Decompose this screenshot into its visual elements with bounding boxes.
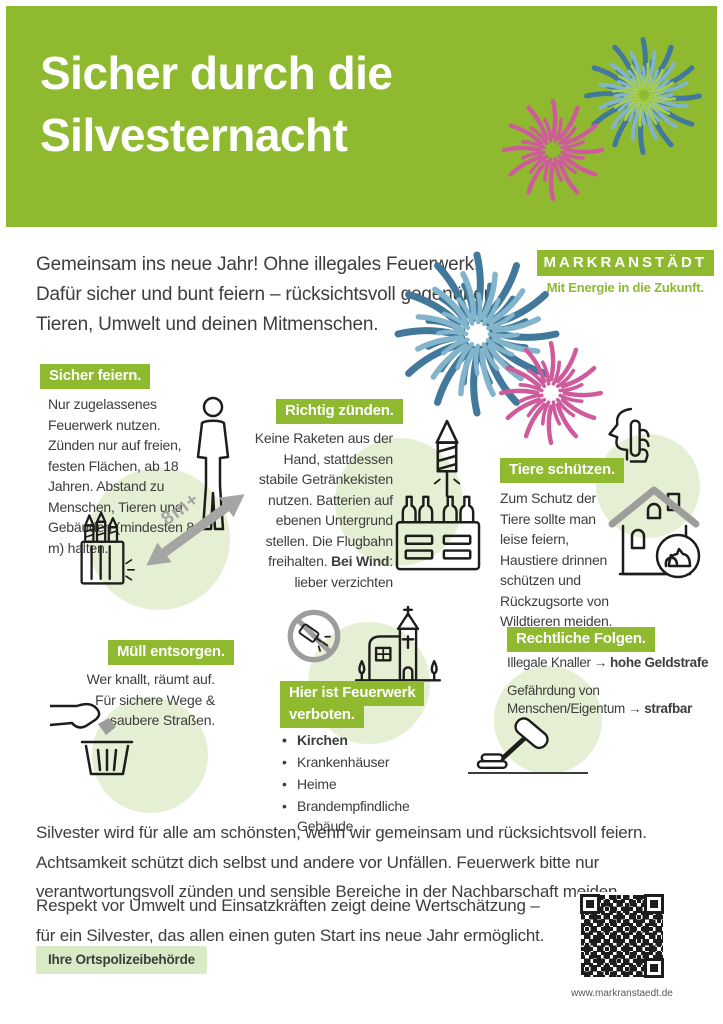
section-body-richtig-zuenden: Keine Raketen aus der Hand, stattdessen … [248, 428, 393, 592]
section-label-verboten-line2: verboten. [280, 703, 364, 728]
folgen-line-1: Illegale Knaller → hohe Geldstrafe [507, 654, 709, 672]
section-label-tiere-schuetzen: Tiere schützen. [500, 458, 624, 483]
arrow-right-icon: → [627, 701, 642, 716]
title-line-2: Silvesternacht [40, 109, 348, 161]
zuenden-body-text: Keine Raketen aus der Hand, stattdessen … [254, 430, 393, 569]
no-fireworks-icon [287, 609, 341, 663]
rocket-icon [433, 419, 461, 498]
arrow-right-icon: → [593, 655, 608, 670]
police-badge: Ihre Ortspolizeibehörde [36, 946, 207, 974]
outro-line: für ein Silvester, das allen einen guten… [36, 925, 545, 945]
outro-line: Achtsamkeit schützt dich selbst und ande… [36, 852, 600, 872]
drink-crate-icon [395, 495, 481, 571]
section-body-muell-entsorgen: Wer knallt, räumt auf. Für sichere Wege … [86, 671, 216, 728]
firework-pink-mid-icon [498, 340, 604, 446]
distance-arrow: 8m+ [125, 465, 253, 577]
section-label-verboten-line1: Hier ist Feuerwerk [280, 681, 425, 706]
intro-line: Tieren, Umwelt und deinen Mitmenschen. [36, 314, 379, 335]
firework-battery-icon [80, 511, 136, 585]
section-body-rechtliche-folgen: Illegale Knaller → hohe Geldstrafe Gefährd… [507, 654, 709, 718]
gavel-baseline [468, 772, 588, 774]
qr-code [578, 892, 666, 980]
zuenden-wind-rest: : lieber verzichten [294, 553, 393, 590]
double-arrow-icon [146, 494, 245, 566]
section-body-tiere-schuetzen: Zum Schutz der Tiere sollte man leise fe… [500, 490, 613, 629]
list-item: Brandempfindliche Gebäude [280, 796, 414, 836]
intro-line: Dafür sicher und bunt feiern – rücksicht… [36, 284, 490, 305]
section-label-rechtliche-folgen: Rechtliche Folgen. [507, 627, 655, 652]
intro-line: Gemeinsam ins neue Jahr! Ohne illegales … [36, 254, 480, 275]
fireworks-illustration-header [493, 36, 703, 206]
outro-line: verantwortungsvoll zünden und sensible B… [36, 882, 622, 901]
outro-line: Respekt vor Umwelt und Einsatzkräften ze… [36, 896, 540, 915]
hand-trash-basket-icon [50, 702, 134, 776]
section-label-muell-entsorgen: Müll entsorgen. [108, 640, 234, 665]
zuenden-wind-bold: Bei Wind [331, 553, 390, 569]
church-icon [354, 606, 442, 682]
outro-paragraph-2: Respekt vor Umwelt und Einsatzkräften ze… [36, 891, 544, 950]
decor-circle [494, 666, 602, 774]
firework-pink-icon [501, 98, 605, 202]
section-body-sicher-feiern: Nur zugelassenes Feuerwerk nutzen. Zünde… [48, 396, 195, 556]
website-url: www.markranstaedt.de [571, 988, 673, 999]
list-item: Krankenhäuser [280, 752, 414, 772]
outro-line: Silvester wird für alle am schönsten, we… [36, 823, 647, 842]
intro-text: Gemeinsam ins neue Jahr! Ohne illegales … [36, 250, 536, 340]
folgen-line-2a: Gefährdung von [507, 683, 600, 698]
outro-paragraph-1: Silvester wird für alle am schönsten, we… [36, 818, 647, 907]
poster-title: Sicher durch die Silvesternacht [40, 42, 393, 166]
folgen-line1-bold: hohe Geldstrafe [609, 655, 709, 670]
logo-tagline: Mit Energie in die Zukunft. [546, 280, 704, 295]
list-item: Kirchen [280, 730, 414, 750]
gavel-icon [476, 717, 549, 769]
shh-person-icon [608, 407, 650, 463]
section-label-richtig-zuenden: Richtig zünden. [276, 399, 403, 424]
markranstaedt-logo: MARKRANSTÄDT Mit Energie in die Zukunft. [536, 250, 714, 295]
folgen-line2-bold: strafbar [644, 701, 693, 716]
decor-circle [92, 697, 208, 813]
folgen-line-2b: Menschen/Eigentum → strafbar [507, 700, 707, 718]
qr-finder-icon [644, 894, 664, 914]
house-with-pets-icon [608, 486, 701, 579]
qr-finder-icon [580, 894, 600, 914]
header-banner: Sicher durch die Silvesternacht [6, 6, 717, 227]
folgen-line1-text: Illegale Knaller [507, 655, 591, 670]
person-icon [196, 396, 230, 531]
firework-green-icon [607, 58, 681, 132]
folgen-line2-text: Menschen/Eigentum [507, 701, 625, 716]
logo-wordmark: MARKRANSTÄDT [536, 250, 714, 276]
verboten-list: Kirchen Krankenhäuser Heime Brandempfind… [280, 730, 414, 838]
list-item: Heime [280, 774, 414, 794]
title-line-1: Sicher durch die [40, 47, 393, 99]
section-label-sicher-feiern: Sicher feiern. [40, 364, 151, 389]
qr-finder-icon [644, 958, 664, 978]
